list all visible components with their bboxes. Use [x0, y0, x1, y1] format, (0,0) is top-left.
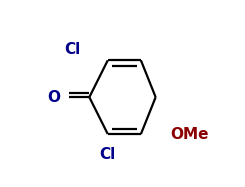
Text: OMe: OMe [171, 127, 209, 142]
Text: O: O [47, 90, 60, 105]
Text: Cl: Cl [100, 147, 116, 162]
Text: Cl: Cl [64, 42, 80, 57]
